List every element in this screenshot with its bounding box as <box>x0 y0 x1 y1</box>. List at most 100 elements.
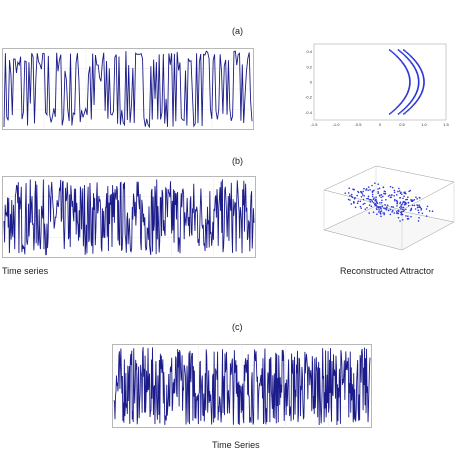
attractor-point <box>371 193 374 196</box>
attractor-point <box>382 212 384 214</box>
x-tick-label: 1.5 <box>443 122 449 127</box>
attractor-point <box>410 55 413 58</box>
attractor-point <box>407 202 410 204</box>
attractor-point <box>377 188 379 190</box>
attractor-point <box>381 195 384 198</box>
attractor-point <box>400 51 403 54</box>
attractor-point <box>390 111 392 114</box>
attractor-point <box>401 109 404 112</box>
attractor-point <box>371 200 374 203</box>
attractor-point <box>387 195 390 197</box>
attractor-point <box>400 212 403 215</box>
attractor-point <box>398 111 401 114</box>
y-tick-label: 0 <box>310 80 313 85</box>
attractor-point <box>406 52 409 55</box>
attractor-point <box>414 208 417 210</box>
attractor-point <box>401 193 403 195</box>
attractor-point <box>356 202 359 204</box>
attractor-frame <box>313 43 447 121</box>
attractor-point <box>366 197 368 200</box>
attractor-point <box>403 195 405 197</box>
attractor-point <box>378 195 381 197</box>
attractor-point <box>405 198 407 201</box>
attractor-point <box>402 49 405 51</box>
attractor-point <box>393 53 396 56</box>
attractor-point <box>350 203 353 205</box>
attractor-point <box>403 201 406 204</box>
attractor-point <box>425 208 428 210</box>
x-tick-label: -0.5 <box>355 122 363 127</box>
attractor-point <box>391 51 394 54</box>
attractor-point <box>413 204 416 207</box>
attractor-point <box>399 220 401 222</box>
attractor-point <box>397 190 399 193</box>
x-tick-label: 1.0 <box>421 122 427 127</box>
attractor-point <box>400 213 402 216</box>
attractor-point <box>397 49 400 51</box>
time-series-c-caption: Time Series <box>212 440 260 450</box>
attractor-point <box>405 51 408 54</box>
attractor-point <box>401 52 404 55</box>
attractor-point <box>380 196 382 199</box>
attractor-point <box>363 187 365 190</box>
attractor-point <box>362 203 365 206</box>
attractor-point <box>396 212 398 215</box>
attractor-point <box>396 205 398 207</box>
attractor-point <box>372 198 375 201</box>
attractor-point <box>369 201 372 203</box>
attractor-point <box>398 50 401 53</box>
attractor-point <box>387 209 390 212</box>
attractor-point <box>407 215 409 218</box>
attractor-point <box>365 189 367 191</box>
attractor-point <box>418 196 421 199</box>
attractor-point <box>402 53 405 56</box>
attractor-point <box>370 199 373 201</box>
attractor-point <box>408 53 410 56</box>
attractor-point <box>409 107 411 110</box>
attractor-point <box>378 211 380 213</box>
attractor-point <box>404 111 407 114</box>
attractor-point <box>411 204 414 207</box>
attractor-point <box>367 195 370 198</box>
x-tick-label: 0.5 <box>399 122 405 127</box>
attractor-point <box>398 187 400 190</box>
attractor-point <box>378 187 381 190</box>
attractor-point <box>370 205 373 208</box>
attractor-point <box>350 193 353 196</box>
attractor-point <box>348 187 351 190</box>
attractor-point <box>418 204 421 206</box>
attractor-point <box>357 200 360 203</box>
attractor-point <box>389 213 392 216</box>
attractor-point <box>425 215 428 217</box>
attractor-point <box>361 194 364 196</box>
attractor-point <box>396 194 398 196</box>
attractor-point <box>402 206 405 209</box>
attractor-point <box>368 212 370 214</box>
attractor-point <box>372 201 375 204</box>
attractor-point <box>385 199 387 201</box>
attractor-point <box>397 216 400 219</box>
attractor-point <box>386 204 389 206</box>
attractor-point <box>402 210 405 213</box>
attractor-point <box>377 190 379 193</box>
series-line <box>3 50 253 129</box>
attractor-point <box>405 110 408 113</box>
attractor-point <box>378 209 380 211</box>
attractor-point <box>393 195 395 197</box>
panel-a-label: (a) <box>232 26 243 36</box>
attractor-point <box>400 208 402 210</box>
attractor-point <box>372 211 375 213</box>
attractor-point <box>426 205 429 208</box>
attractor-point <box>400 191 402 194</box>
attractor-point <box>383 207 385 209</box>
attractor-point <box>349 199 351 201</box>
attractor-point <box>368 199 371 201</box>
attractor-point <box>373 197 375 199</box>
attractor-point <box>375 198 377 201</box>
attractor-caption: Reconstructed Attractor <box>340 266 435 276</box>
attractor-point <box>404 191 406 193</box>
attractor-point <box>379 202 381 204</box>
attractor-point <box>379 210 382 213</box>
attractor-point <box>399 201 402 203</box>
attractor-point <box>354 196 356 199</box>
